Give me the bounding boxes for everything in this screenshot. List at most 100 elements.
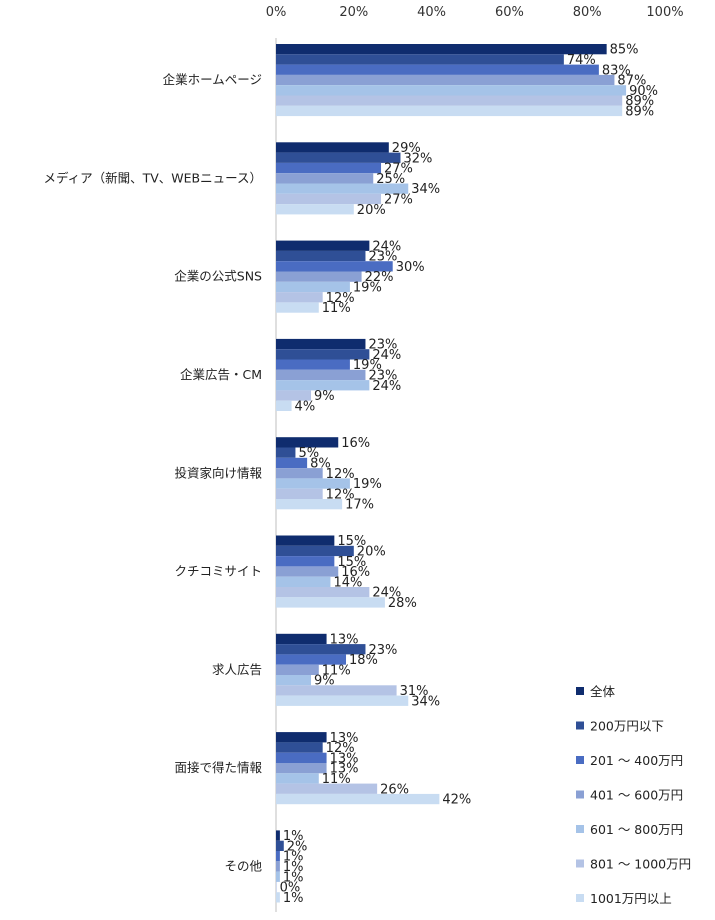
bars [276, 44, 627, 903]
bar [276, 576, 331, 587]
bar [276, 95, 623, 106]
bar [276, 793, 440, 805]
bar [276, 675, 312, 686]
x-tick-label: 80% [573, 5, 602, 20]
data-label: 89% [625, 104, 654, 119]
bar [276, 488, 323, 499]
data-label: 25% [376, 172, 405, 187]
data-label: 27% [384, 192, 413, 207]
bar [276, 840, 284, 851]
x-axis-ticks: 0% 20% 40% 60% 80% 100% [266, 5, 684, 20]
category-label: 企業広告・CM [180, 367, 262, 382]
legend-swatch [576, 756, 584, 764]
bar [276, 654, 347, 665]
x-tick-label: 40% [417, 5, 446, 20]
bar [276, 162, 382, 174]
data-label: 28% [388, 596, 417, 611]
data-label: 23% [368, 338, 397, 353]
legend-label: 601 ～ 800万円 [590, 822, 683, 837]
category-label: 企業の公式SNS [174, 269, 262, 284]
legend-label: 401 ～ 600万円 [590, 788, 683, 803]
data-label: 19% [353, 280, 382, 295]
data-label: 31% [400, 684, 429, 699]
data-label: 74% [567, 53, 596, 68]
data-label: 19% [353, 477, 382, 492]
bar [276, 881, 277, 893]
data-label: 9% [314, 674, 335, 689]
data-label: 13% [330, 751, 359, 766]
data-label: 32% [403, 151, 432, 166]
data-label: 1% [283, 891, 304, 906]
data-label: 9% [314, 389, 335, 404]
data-label: 15% [337, 534, 366, 549]
data-label: 12% [326, 741, 355, 756]
data-label: 24% [372, 348, 401, 363]
bar [276, 85, 627, 96]
bar [276, 695, 409, 706]
bar [276, 54, 564, 65]
data-label: 12% [326, 487, 355, 502]
legend-swatch [576, 790, 584, 799]
bar [276, 44, 607, 55]
data-label: 24% [372, 586, 401, 601]
bar [276, 204, 354, 215]
data-labels: 85%74%83%87%90%89%89%29%32%27%25%34%27%2… [280, 43, 658, 906]
bar [276, 152, 401, 163]
bar [276, 892, 280, 903]
bar [276, 105, 623, 117]
bar [276, 664, 319, 675]
data-label: 89% [625, 94, 654, 109]
data-label: 30% [396, 260, 425, 275]
data-label: 2% [287, 839, 308, 854]
bar [276, 644, 366, 655]
data-label: 1% [283, 829, 304, 844]
data-label: 26% [380, 782, 409, 797]
bar [276, 535, 335, 546]
bar [276, 871, 280, 882]
legend-swatch [576, 687, 584, 695]
bar [276, 545, 354, 557]
data-label: 12% [326, 291, 355, 306]
data-label: 20% [357, 544, 386, 559]
bar [276, 752, 327, 763]
legend-swatch [576, 721, 584, 730]
data-label: 13% [330, 731, 359, 746]
bar [276, 173, 374, 184]
category-label: 面接で得た情報 [174, 760, 262, 775]
data-label: 18% [349, 653, 378, 668]
legend-swatch [576, 894, 584, 902]
bar [276, 380, 370, 391]
bar [276, 271, 362, 282]
data-label: 23% [368, 250, 397, 265]
data-label: 22% [365, 270, 394, 285]
bar [276, 556, 335, 567]
data-label: 83% [602, 63, 631, 78]
data-label: 87% [617, 74, 646, 89]
legend-swatch [576, 859, 584, 868]
bar [276, 193, 382, 205]
bar [276, 597, 385, 608]
data-label: 11% [322, 663, 351, 678]
data-label: 27% [384, 162, 413, 177]
category-label: クチコミサイト [174, 564, 262, 579]
category-label: 企業ホームページ [163, 72, 262, 87]
category-label: 求人広告 [212, 662, 262, 677]
bar [276, 457, 308, 469]
data-label: 17% [345, 498, 374, 513]
category-label: その他 [224, 858, 262, 873]
data-label: 11% [322, 772, 351, 787]
data-label: 1% [283, 860, 304, 875]
bar [276, 390, 312, 401]
data-label: 16% [341, 436, 370, 451]
data-label: 5% [298, 446, 319, 461]
bar [276, 447, 296, 458]
data-label: 1% [283, 870, 304, 885]
bar [276, 292, 323, 303]
legend: 全体 200万円以下 201 ～ 400万円 401 ～ 600万円 601 ～ 800… [576, 684, 691, 906]
bar [276, 851, 280, 862]
bar [276, 763, 327, 774]
legend-label: 1001万円以上 [590, 891, 672, 906]
bar [276, 685, 397, 696]
x-tick-label: 20% [339, 5, 368, 20]
